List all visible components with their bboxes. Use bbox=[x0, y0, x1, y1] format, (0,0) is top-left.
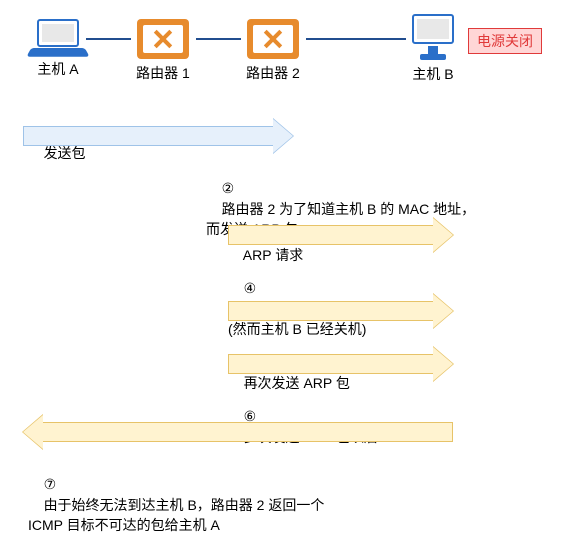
step-num: ④ bbox=[244, 280, 257, 296]
wire bbox=[196, 38, 241, 40]
step-num: ② bbox=[222, 180, 235, 196]
host-a-label: 主机 A bbox=[23, 59, 93, 79]
desktop-icon bbox=[408, 14, 458, 60]
router-icon bbox=[247, 19, 299, 59]
router-1-label: 路由器 1 bbox=[128, 63, 198, 83]
arrow-arp-2 bbox=[228, 301, 453, 321]
step-label: 由于始终无法到达主机 B，路由器 2 返回一个 ICMP 目标不可达的包给主机 … bbox=[28, 497, 324, 533]
host-a-node: 主机 A bbox=[23, 19, 93, 79]
host-b-node: 主机 B bbox=[403, 14, 463, 84]
diagram-canvas: 主机 A 路由器 1 路由器 2 主机 B 电源关闭 ① 发送包 bbox=[8, 14, 555, 504]
router-2-label: 路由器 2 bbox=[238, 63, 308, 83]
laptop-icon bbox=[29, 19, 87, 55]
arrow-icmp-return bbox=[23, 422, 453, 442]
arrow-arp-1 bbox=[228, 225, 453, 245]
power-off-badge: 电源关闭 bbox=[468, 28, 542, 54]
host-b-label: 主机 B bbox=[403, 64, 463, 84]
router-1-node: 路由器 1 bbox=[128, 19, 198, 83]
arrow-arp-3 bbox=[228, 354, 453, 374]
step-7-text: ⑦ 由于始终无法到达主机 B，路由器 2 返回一个 ICMP 目标不可达的包给主… bbox=[28, 454, 324, 555]
arrow-send-packet bbox=[23, 126, 293, 146]
router-2-node: 路由器 2 bbox=[238, 19, 308, 83]
wire bbox=[306, 38, 406, 40]
step-label: 发送包 bbox=[44, 145, 86, 161]
router-icon bbox=[137, 19, 189, 59]
step-num: ⑦ bbox=[44, 476, 57, 492]
wire bbox=[86, 38, 131, 40]
